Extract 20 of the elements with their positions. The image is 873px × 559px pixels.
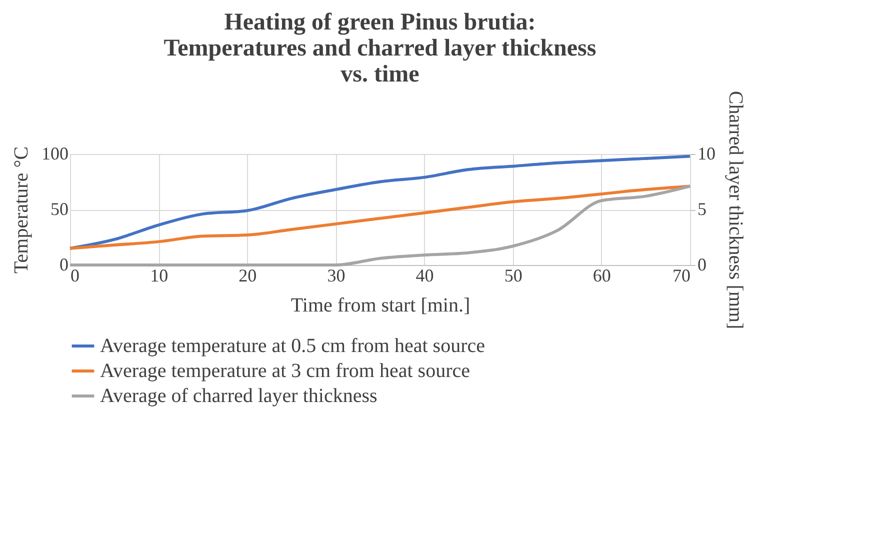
x-tick-label: 20 — [238, 266, 257, 286]
y2-tick-label: 10 — [698, 144, 716, 164]
y-axis-title: Temperature °C — [10, 146, 32, 274]
x-tick-label: 60 — [592, 266, 611, 286]
x-tick-label: 70 — [672, 266, 690, 286]
y-tick-label: 50 — [50, 199, 68, 219]
y2-axis-title: Charred layer thickness [mm] — [724, 90, 746, 330]
x-tick-label: 30 — [327, 266, 346, 286]
chart-title: Heating of green Pinus brutia: Temperatures and charred layer thickness vs. time — [164, 9, 596, 88]
x-axis-title: Time from start [min.] — [290, 294, 470, 316]
legend-label: Average temperature at 0.5 cm from heat source — [100, 335, 486, 357]
line-series — [68, 184, 692, 250]
legend-label: Average of charred layer thickness — [100, 385, 378, 407]
y2-tick-label: 5 — [698, 199, 706, 219]
x-tick-label: 40 — [416, 266, 434, 286]
legend-label: Average temperature at 3 cm from heat source — [100, 360, 470, 382]
line-series — [68, 154, 692, 250]
x-tick-label: 10 — [150, 266, 168, 286]
y-tick-label: 100 — [42, 144, 68, 164]
x-tick-label: 50 — [504, 266, 522, 286]
